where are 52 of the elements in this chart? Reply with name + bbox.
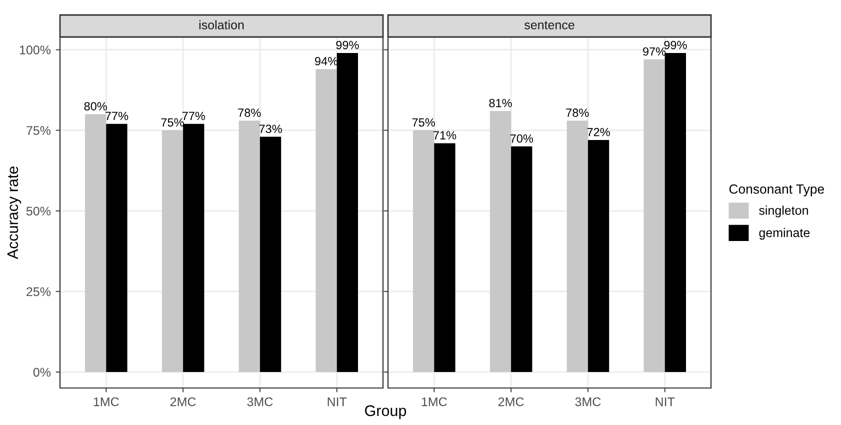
legend-label: geminate	[759, 228, 810, 240]
chart-title: sentence	[524, 21, 574, 30]
x-axis-title: Group	[365, 405, 406, 420]
x-tick-label: 3MC	[247, 397, 273, 406]
bar	[84, 114, 106, 372]
data-label: 78%	[238, 108, 261, 117]
data-label: 94%	[315, 56, 338, 66]
data-label: 77%	[182, 112, 206, 120]
bar	[566, 120, 588, 372]
y-tick-label: 0%	[33, 368, 51, 377]
x-tick-label: NIT	[328, 397, 347, 406]
bar	[183, 124, 204, 372]
y-tick-label: 75%	[26, 126, 51, 135]
data-label: 71%	[434, 131, 456, 140]
bar	[260, 136, 282, 372]
data-label: 70%	[510, 134, 534, 143]
bar	[644, 59, 665, 372]
bar	[664, 52, 686, 372]
bar	[316, 69, 337, 372]
bar	[434, 143, 456, 372]
data-label: 99%	[336, 40, 359, 50]
bar	[588, 140, 610, 372]
data-label: 81%	[489, 98, 512, 108]
data-label: 78%	[566, 108, 589, 117]
y-axis-title: Accuracy rate	[7, 166, 22, 260]
bar	[412, 130, 434, 372]
data-label: 75%	[412, 118, 435, 127]
x-tick-label: 2MC	[170, 397, 196, 406]
data-label: 77%	[106, 112, 128, 120]
bar	[162, 130, 184, 372]
chart-title: isolation	[199, 20, 244, 30]
y-tick-label: 100%	[20, 46, 51, 54]
data-label: 75%	[161, 118, 184, 127]
bar	[336, 52, 358, 372]
data-label: 97%	[643, 47, 666, 56]
data-label: 72%	[587, 128, 610, 136]
legend-label: singleton	[759, 206, 808, 218]
x-tick-label: 1MC	[422, 397, 447, 406]
y-tick-label: 25%	[26, 287, 51, 296]
x-tick-label: 2MC	[498, 397, 524, 406]
bar	[106, 124, 128, 372]
bar	[511, 146, 532, 372]
data-label: 73%	[259, 124, 282, 134]
bar	[238, 120, 260, 372]
x-tick-label: 1MC	[94, 397, 119, 406]
data-label: 80%	[84, 102, 107, 110]
x-tick-label: 3MC	[575, 397, 601, 406]
y-tick-label: 50%	[26, 206, 51, 216]
legend-title: Consonant Type	[729, 184, 824, 196]
bar	[490, 110, 512, 372]
data-label: 99%	[664, 40, 687, 50]
x-tick-label: NIT	[656, 397, 675, 406]
